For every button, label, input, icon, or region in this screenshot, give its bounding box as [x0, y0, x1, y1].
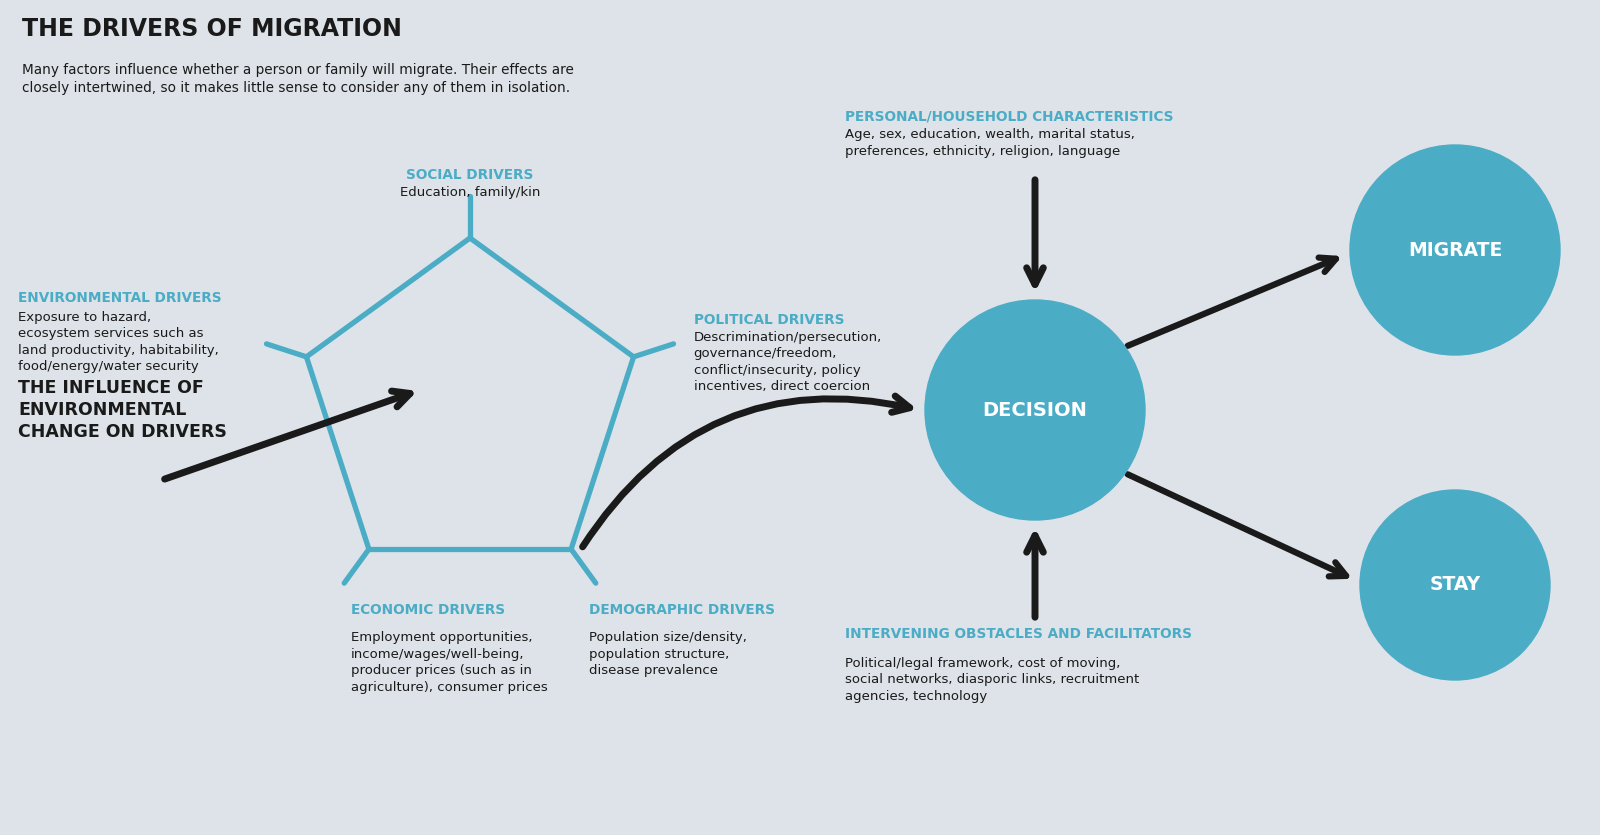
- Text: Political/legal framework, cost of moving,
social networks, diasporic links, rec: Political/legal framework, cost of movin…: [845, 657, 1139, 703]
- Text: Descrimination/persecution,
governance/freedom,
conflict/insecurity, policy
ince: Descrimination/persecution, governance/f…: [693, 331, 882, 393]
- Text: ECONOMIC DRIVERS: ECONOMIC DRIVERS: [350, 603, 506, 617]
- Text: MIGRATE: MIGRATE: [1408, 240, 1502, 260]
- Text: SOCIAL DRIVERS: SOCIAL DRIVERS: [406, 168, 534, 182]
- Text: Exposure to hazard,
ecosystem services such as
land productivity, habitability,
: Exposure to hazard, ecosystem services s…: [18, 311, 219, 373]
- Text: POLITICAL DRIVERS: POLITICAL DRIVERS: [693, 313, 845, 326]
- Text: Population size/density,
population structure,
disease prevalence: Population size/density, population stru…: [589, 631, 747, 677]
- Text: Age, sex, education, wealth, marital status,
preferences, ethnicity, religion, l: Age, sex, education, wealth, marital sta…: [845, 128, 1134, 158]
- Circle shape: [925, 300, 1146, 520]
- Text: THE DRIVERS OF MIGRATION: THE DRIVERS OF MIGRATION: [22, 17, 402, 41]
- Text: Education, family/kin: Education, family/kin: [400, 186, 541, 199]
- Text: Employment opportunities,
income/wages/well-being,
producer prices (such as in
a: Employment opportunities, income/wages/w…: [350, 631, 547, 694]
- Text: ENVIRONMENTAL DRIVERS: ENVIRONMENTAL DRIVERS: [18, 291, 222, 305]
- Circle shape: [1360, 490, 1550, 680]
- Text: DEMOGRAPHIC DRIVERS: DEMOGRAPHIC DRIVERS: [589, 603, 774, 617]
- Circle shape: [1350, 145, 1560, 355]
- Text: STAY: STAY: [1429, 575, 1480, 595]
- Text: THE INFLUENCE OF
ENVIRONMENTAL
CHANGE ON DRIVERS: THE INFLUENCE OF ENVIRONMENTAL CHANGE ON…: [18, 379, 227, 441]
- Text: INTERVENING OBSTACLES AND FACILITATORS: INTERVENING OBSTACLES AND FACILITATORS: [845, 627, 1192, 641]
- Text: PERSONAL/HOUSEHOLD CHARACTERISTICS: PERSONAL/HOUSEHOLD CHARACTERISTICS: [845, 109, 1173, 123]
- Text: DECISION: DECISION: [982, 401, 1088, 419]
- Text: Many factors influence whether a person or family will migrate. Their effects ar: Many factors influence whether a person …: [22, 63, 574, 95]
